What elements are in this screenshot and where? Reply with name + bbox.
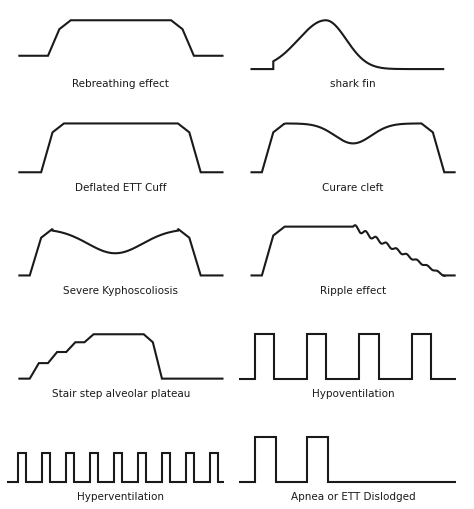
- Text: Hyperventilation: Hyperventilation: [77, 492, 164, 502]
- Text: Severe Kyphoscoliosis: Severe Kyphoscoliosis: [64, 286, 178, 296]
- Text: Curare cleft: Curare cleft: [322, 183, 384, 192]
- Text: Hypoventilation: Hypoventilation: [312, 389, 394, 399]
- Text: shark fin: shark fin: [330, 79, 376, 90]
- Text: Apnea or ETT Dislodged: Apnea or ETT Dislodged: [291, 492, 415, 502]
- Text: Ripple effect: Ripple effect: [320, 286, 386, 296]
- Text: Rebreathing effect: Rebreathing effect: [73, 79, 169, 90]
- Text: Deflated ETT Cuff: Deflated ETT Cuff: [75, 183, 167, 192]
- Text: Stair step alveolar plateau: Stair step alveolar plateau: [52, 389, 190, 399]
